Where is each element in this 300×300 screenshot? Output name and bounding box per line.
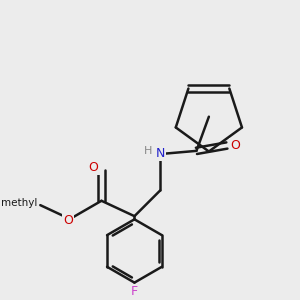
- Text: O: O: [230, 139, 240, 152]
- Text: methyl: methyl: [1, 198, 37, 208]
- Text: N: N: [155, 147, 165, 160]
- Text: O: O: [88, 161, 98, 174]
- Text: O: O: [63, 214, 73, 227]
- Text: H: H: [144, 146, 152, 156]
- Text: F: F: [131, 285, 138, 298]
